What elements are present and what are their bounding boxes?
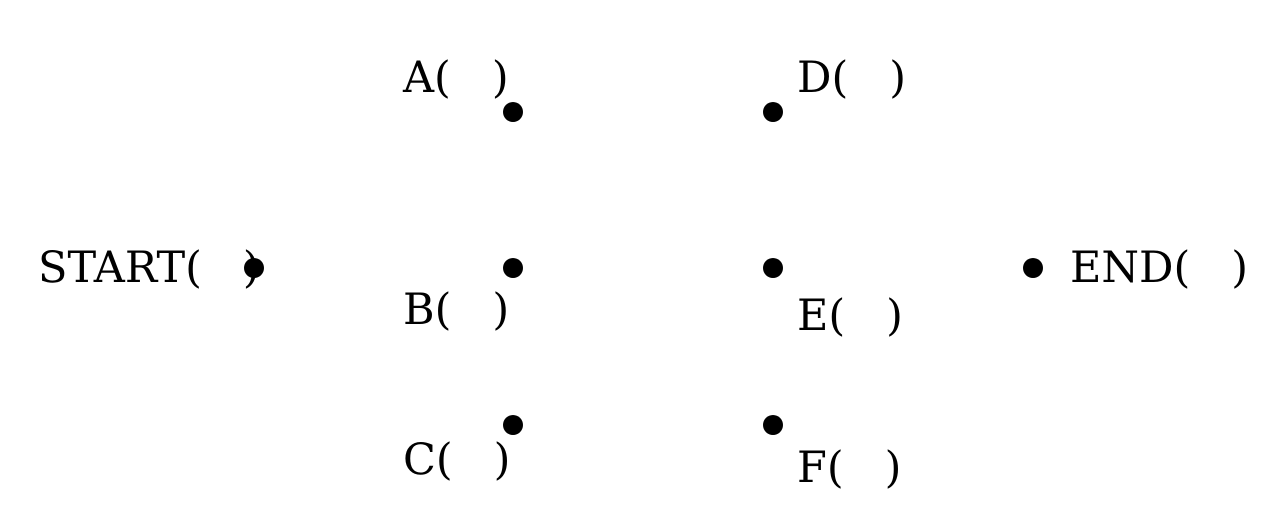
node-f-dot (763, 415, 783, 435)
node-end-label: END( ) (1070, 243, 1248, 293)
node-b-dot (503, 258, 523, 278)
node-d-dot (763, 102, 783, 122)
node-end-dot (1023, 258, 1043, 278)
node-e-dot (763, 258, 783, 278)
node-e-label: E( ) (797, 291, 903, 341)
node-start-label: START( ) (38, 243, 260, 293)
node-d-label: D( ) (797, 53, 906, 103)
node-c-dot (503, 415, 523, 435)
node-a-dot (503, 102, 523, 122)
node-start-dot (244, 258, 264, 278)
node-b-label: B( ) (403, 285, 509, 335)
node-f-label: F( ) (797, 443, 901, 493)
node-c-label: C( ) (403, 435, 510, 485)
node-a-label: A( ) (402, 53, 509, 103)
